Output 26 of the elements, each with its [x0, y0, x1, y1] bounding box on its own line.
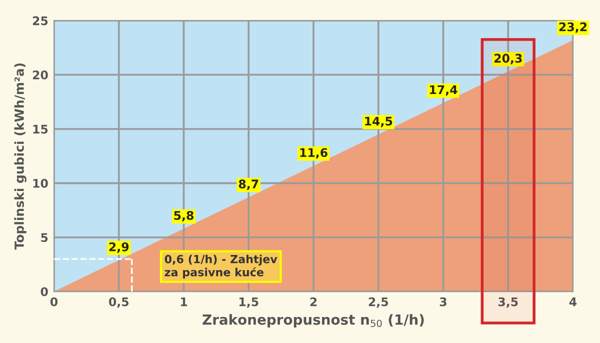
- y-tick-label: 20: [32, 70, 48, 80]
- data-label: 23,2: [559, 22, 587, 33]
- y-tick-label: 5: [41, 233, 48, 242]
- data-label: 20,3: [494, 54, 522, 64]
- x-tick-label: 2: [310, 297, 317, 306]
- x-tick-label: 0: [50, 297, 58, 306]
- data-label: 14,5: [365, 116, 392, 128]
- data-label: 5,8: [174, 210, 194, 222]
- x-tick-label: 3,5: [498, 297, 518, 308]
- y-tick-label: 10: [33, 178, 48, 188]
- y-tick-label: 15: [33, 124, 48, 134]
- x-tick-label: 2,5: [368, 297, 388, 308]
- x-tick-label: 4: [569, 297, 577, 306]
- y-tick-label: 0: [40, 287, 48, 296]
- y-axis-title: Toplinski gubici (kWh/m²a): [14, 63, 26, 250]
- x-tick-label: 3: [440, 297, 446, 306]
- data-label: 2,9: [109, 242, 129, 253]
- y-tick-label: 25: [32, 16, 48, 26]
- data-label: 17,4: [430, 85, 458, 96]
- x-tick-label: 1,5: [240, 297, 258, 308]
- annotation: 0,6 (1/h) - Zahtjev za pasivne kuće: [164, 254, 278, 279]
- data-label: 8,7: [238, 180, 258, 190]
- x-axis-title: Zrakonepropusnost n$_{50}$ (1/h): [202, 314, 424, 328]
- data-label: 11,6: [300, 148, 328, 159]
- x-tick-label: 0,5: [108, 297, 129, 308]
- x-tick-label: 1: [180, 297, 188, 306]
